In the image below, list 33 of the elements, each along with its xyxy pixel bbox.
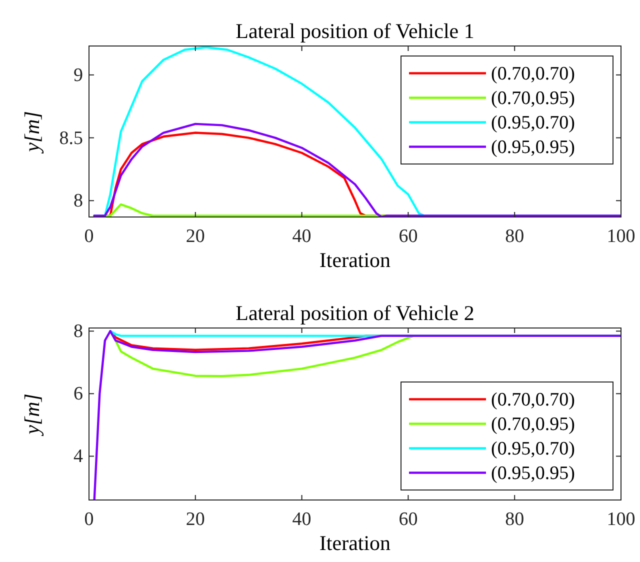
x-tick-label: 40: [292, 226, 312, 247]
x-tick-label: 20: [186, 509, 205, 530]
y-tick-label: 4: [74, 446, 84, 468]
x-tick-label: 60: [398, 509, 418, 530]
legend-label: (0.70,0.70): [491, 63, 575, 84]
x-tick-label: 40: [292, 509, 312, 530]
x-tick-label: 80: [505, 509, 524, 530]
legend-label: (0.95,0.95): [491, 462, 575, 484]
y-tick-label: 8: [74, 190, 83, 212]
x-tick-label: 100: [606, 226, 636, 247]
y-tick-label: 8: [74, 321, 83, 342]
legend-label: (0.95,0.70): [491, 112, 575, 134]
x-tick-label: 20: [186, 226, 205, 247]
legend-label: (0.70,0.70): [491, 389, 575, 410]
y-tick-label: 8.5: [59, 128, 83, 149]
y-axis-title: y[m]: [20, 111, 44, 154]
legend-label: (0.95,0.95): [491, 136, 575, 158]
legend-label: (0.70,0.95): [491, 414, 575, 435]
x-tick-label: 60: [398, 226, 418, 247]
x-tick-label: 0: [84, 226, 94, 247]
x-tick-label: 80: [505, 226, 524, 247]
line-series: [93, 330, 621, 500]
chart-title: Lateral position of Vehicle 2: [236, 301, 474, 325]
chart-title: Lateral position of Vehicle 1: [236, 19, 474, 43]
y-tick-label: 9: [74, 64, 83, 86]
y-axis-title: y[m]: [20, 394, 44, 436]
legend-label: (0.95,0.70): [491, 438, 575, 460]
x-tick-label: 100: [606, 509, 636, 530]
x-axis-title: Iteration: [319, 248, 392, 272]
legend-label: (0.70,0.95): [491, 88, 575, 109]
x-tick-label: 0: [84, 509, 94, 530]
y-tick-label: 6: [74, 384, 83, 405]
x-axis-title: Iteration: [319, 531, 392, 555]
